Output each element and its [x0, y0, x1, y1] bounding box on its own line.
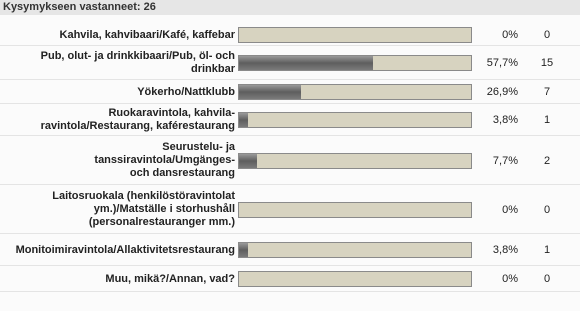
bar: [239, 113, 248, 127]
bar-track: [238, 152, 472, 169]
count-label: 15: [540, 57, 554, 69]
count-label: 1: [543, 114, 551, 126]
value-label: 26,9%: [486, 86, 518, 98]
value-label: 0%: [502, 29, 518, 41]
result-row: Kahvila, kahvibaari/Kafé, kaffebar 0% 0: [0, 24, 580, 46]
bar-track: [238, 271, 472, 287]
bar-track: [238, 84, 472, 100]
bar-track: [238, 201, 472, 218]
result-row: Laitosruokala (henkilöstöravintolat ym.)…: [0, 185, 580, 234]
count-label: 1: [543, 244, 551, 256]
chart-title: Kysymykseen vastanneet: 26: [0, 0, 580, 15]
bar: [239, 243, 248, 257]
bar: [239, 56, 373, 70]
bar-track: [238, 55, 472, 71]
count-label: 7: [543, 86, 551, 98]
category-label: Seurustelu- ja tanssiravintola/Umgänges-…: [94, 141, 235, 179]
bar: [239, 85, 302, 99]
bar: [239, 153, 257, 168]
value-label: 3,8%: [492, 244, 518, 256]
value-label: 7,7%: [492, 154, 518, 167]
bar-track: [238, 242, 472, 258]
value-label: 57,7%: [486, 57, 518, 69]
result-row: Muu, mikä?/Annan, vad? 0% 0: [0, 266, 580, 292]
category-label: Yökerho/Nattklubb: [137, 85, 235, 98]
value-label: 3,8%: [492, 114, 518, 126]
count-label: 0: [543, 203, 551, 216]
result-row: Yökerho/Nattklubb 26,9% 7: [0, 80, 580, 104]
category-label: Kahvila, kahvibaari/Kafé, kaffebar: [59, 28, 235, 41]
category-label: Pub, olut- ja drinkkibaari/Pub, öl- och …: [40, 50, 235, 75]
category-label: Laitosruokala (henkilöstöravintolat ym.)…: [52, 190, 235, 228]
result-row: Ruokaravintola, kahvila-ravintola/Restau…: [0, 104, 580, 136]
count-label: 2: [543, 154, 551, 167]
result-row: Monitoimiravintola/Allaktivitetsrestaura…: [0, 234, 580, 266]
value-label: 0%: [502, 273, 518, 285]
result-row: Seurustelu- ja tanssiravintola/Umgänges-…: [0, 136, 580, 185]
bar-track: [238, 112, 472, 128]
category-label: Muu, mikä?/Annan, vad?: [105, 272, 235, 285]
category-label: Ruokaravintola, kahvila-ravintola/Restau…: [40, 107, 235, 132]
bar-track: [238, 27, 472, 43]
category-label: Monitoimiravintola/Allaktivitetsrestaura…: [15, 243, 235, 256]
result-row: Pub, olut- ja drinkkibaari/Pub, öl- och …: [0, 46, 580, 80]
count-label: 0: [543, 273, 551, 285]
value-label: 0%: [502, 203, 518, 216]
count-label: 0: [543, 29, 551, 41]
